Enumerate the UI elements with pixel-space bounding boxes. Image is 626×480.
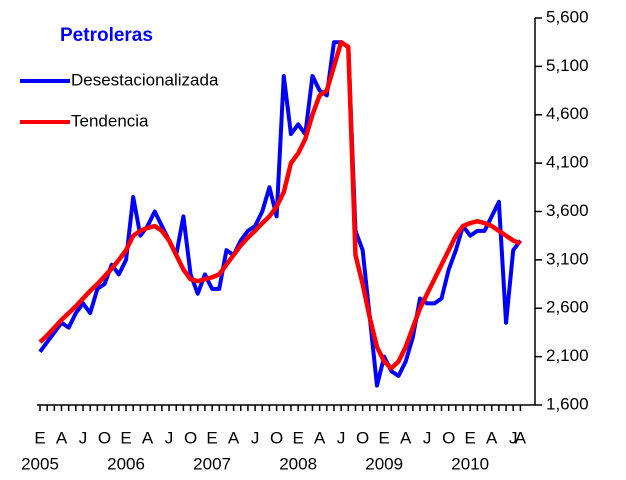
x-tick-label: E bbox=[465, 428, 476, 447]
x-tick-label: O bbox=[98, 428, 111, 447]
y-tick-label: 4,100 bbox=[546, 153, 589, 172]
series-line bbox=[38, 39, 522, 371]
x-tick-label: E bbox=[378, 428, 389, 447]
y-tick-label: 3,100 bbox=[546, 249, 589, 268]
chart-title: Petroleras bbox=[60, 25, 153, 46]
x-tick-label: A bbox=[228, 428, 240, 447]
legend-label: Desestacionalizada bbox=[71, 70, 219, 89]
x-tick-label: E bbox=[120, 428, 131, 447]
x-tick-label: O bbox=[442, 428, 455, 447]
x-tick-label: A bbox=[314, 428, 326, 447]
x-tick-label: J bbox=[423, 428, 432, 447]
year-label: 2007 bbox=[193, 454, 231, 473]
x-tick-label: A bbox=[486, 428, 498, 447]
year-label: 2008 bbox=[279, 454, 317, 473]
y-tick-label: 5,100 bbox=[546, 56, 589, 75]
x-tick-label: E bbox=[292, 428, 303, 447]
x-tick-label: A bbox=[142, 428, 154, 447]
x-tick-label: E bbox=[34, 428, 45, 447]
year-label: 2005 bbox=[21, 454, 59, 473]
x-tick-label: J bbox=[79, 428, 88, 447]
legend-label: Tendencia bbox=[71, 111, 149, 130]
x-tick-label: J bbox=[337, 428, 346, 447]
x-tick-label: E bbox=[206, 428, 217, 447]
series-line bbox=[38, 40, 522, 388]
y-tick-label: 2,100 bbox=[546, 346, 589, 365]
x-tick-label: J bbox=[251, 428, 260, 447]
x-tick-label: O bbox=[356, 428, 369, 447]
x-tick-label: O bbox=[184, 428, 197, 447]
year-label: 2010 bbox=[451, 454, 489, 473]
y-tick-label: 5,600 bbox=[546, 7, 589, 26]
year-label: 2006 bbox=[107, 454, 145, 473]
y-tick-label: 3,600 bbox=[546, 201, 589, 220]
y-tick-label: 2,600 bbox=[546, 298, 589, 317]
x-tick-label: J bbox=[509, 428, 518, 447]
x-tick-label: J bbox=[165, 428, 174, 447]
x-tick-label: O bbox=[270, 428, 283, 447]
year-label: 2009 bbox=[365, 454, 403, 473]
x-tick-label: A bbox=[515, 428, 527, 447]
x-tick-label: A bbox=[400, 428, 412, 447]
x-tick-label: A bbox=[56, 428, 68, 447]
y-tick-label: 1,600 bbox=[546, 394, 589, 413]
y-tick-label: 4,600 bbox=[546, 104, 589, 123]
